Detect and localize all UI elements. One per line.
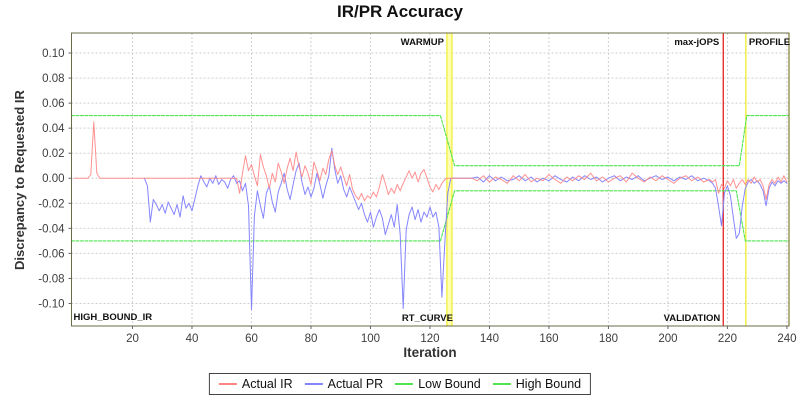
- y-tick-label: -0.02: [38, 198, 64, 210]
- legend: Actual IR Actual PR Low Bound High Bound: [208, 373, 592, 395]
- legend-label: Low Bound: [418, 377, 481, 391]
- warmup-band: [446, 33, 453, 326]
- axis-ticks: [68, 52, 788, 329]
- y-tick-label: -0.04: [38, 223, 65, 235]
- legend-label: Actual IR: [241, 377, 293, 391]
- max-jops-label: max-jOPS: [674, 37, 719, 48]
- y-tick-label: -0.06: [38, 248, 64, 260]
- low-bound-swatch-icon: [395, 383, 414, 385]
- actual-ir-line: [73, 121, 788, 202]
- legend-item-high-bound: High Bound: [492, 377, 582, 391]
- y-tick-label: 0.02: [42, 148, 64, 160]
- rt-curve-label: RT_CURVE: [402, 313, 453, 324]
- y-axis-label: Discrepancy to Requested IR: [12, 90, 27, 270]
- legend-label: High Bound: [515, 377, 582, 391]
- x-tick-label: 40: [186, 333, 199, 345]
- y-tick-label: 0.04: [42, 123, 65, 135]
- high-bound-line: [71, 115, 789, 167]
- profile-label: PROFILE: [749, 37, 790, 48]
- actual-pr-line: [143, 147, 788, 311]
- x-tick-label: 60: [245, 333, 258, 345]
- x-tick-label: 220: [718, 333, 737, 345]
- legend-item-actual-ir: Actual IR: [218, 377, 293, 391]
- gridlines: [71, 33, 789, 326]
- x-tick-label: 160: [539, 333, 558, 345]
- x-tick-label: 80: [305, 333, 318, 345]
- x-tick-label: 120: [420, 333, 439, 345]
- x-tick-label: 200: [658, 333, 677, 345]
- plot-canvas: 20 40 60 80 100 120 140 160 180 200 220 240 0.10 0.08…: [38, 32, 797, 345]
- x-tick-label: 140: [480, 333, 499, 345]
- actual-pr-swatch-icon: [304, 383, 323, 385]
- high-bound-swatch-icon: [492, 383, 511, 385]
- y-tick-label: 0.10: [42, 48, 64, 60]
- y-tick-label: 0.08: [42, 73, 64, 85]
- legend-item-actual-pr: Actual PR: [304, 377, 384, 391]
- y-tick-label: 0.06: [42, 98, 64, 110]
- x-tick-label: 20: [126, 333, 139, 345]
- high-bound-ir-label: HIGH_BOUND_IR: [74, 312, 153, 323]
- y-tick-label: -0.10: [38, 298, 64, 310]
- actual-ir-swatch-icon: [218, 383, 237, 385]
- y-tick-label: 0.00: [42, 173, 64, 185]
- legend-label: Actual PR: [327, 377, 384, 391]
- x-axis-label: Iteration: [403, 345, 457, 360]
- legend-item-low-bound: Low Bound: [395, 377, 481, 391]
- low-bound-line: [71, 190, 789, 242]
- x-tick-label: 180: [599, 333, 618, 345]
- x-tick-label: 240: [777, 333, 796, 345]
- warmup-label: WARMUP: [401, 37, 445, 48]
- validation-label: VALIDATION: [664, 313, 721, 324]
- chart-title: IR/PR Accuracy: [337, 2, 463, 21]
- x-tick-label: 100: [361, 333, 380, 345]
- y-tick-label: -0.08: [38, 273, 64, 285]
